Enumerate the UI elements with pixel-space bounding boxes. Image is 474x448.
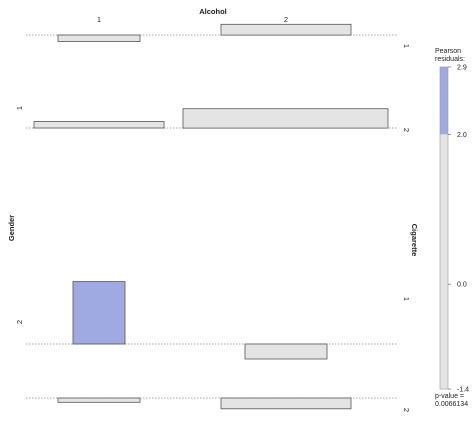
legend-title-line-2: residuals: [435,56,465,63]
bar-gender1-cig1-alc1 [57,34,141,42]
residual-bars [33,23,389,410]
p-value-line-2: 0.0066134 [435,401,468,408]
legend-frame [439,66,449,390]
bar-gender2-cig1-alc1 [72,281,126,345]
legend-tick-label-2: 2.0 [457,132,467,139]
top-variable-title: Alcohol [199,7,227,16]
legend-title-line-1: Pearson [435,48,461,55]
legend-colorbar: 2.9 2.0 0.0 -1.4 [439,65,469,394]
right-variable-title: Cigarette [410,224,419,257]
legend-tick-label-3: 0.0 [457,282,467,289]
right-level-2-label-upper: 2 [402,128,411,132]
bar-gender2-cig1-alc2 [244,343,328,360]
legend-tick-label-1: 2.9 [457,65,467,72]
legend-tick-label-4: -1.4 [457,387,469,394]
bar-gender2-cig2-alc2 [220,397,352,410]
bar-gender2-cig2-alc1 [57,397,141,403]
top-level-1-label: 1 [97,15,101,24]
top-level-2-label: 2 [284,15,288,24]
left-variable-title: Gender [7,215,16,241]
right-level-1-label-upper: 1 [402,44,411,48]
legend-segment-neutral [440,134,448,389]
p-value-line-1: p-value = [435,393,464,400]
bar-gender1-cig2-alc1 [33,121,165,129]
bar-gender1-cig1-alc2 [220,23,352,36]
right-level-1-label-lower: 1 [402,297,411,301]
left-level-2-label: 2 [15,320,24,324]
right-level-2-label-lower: 2 [402,408,411,412]
legend-segment-high [440,67,448,135]
bar-gender1-cig2-alc2 [182,108,389,129]
left-level-1-label: 1 [15,106,24,110]
